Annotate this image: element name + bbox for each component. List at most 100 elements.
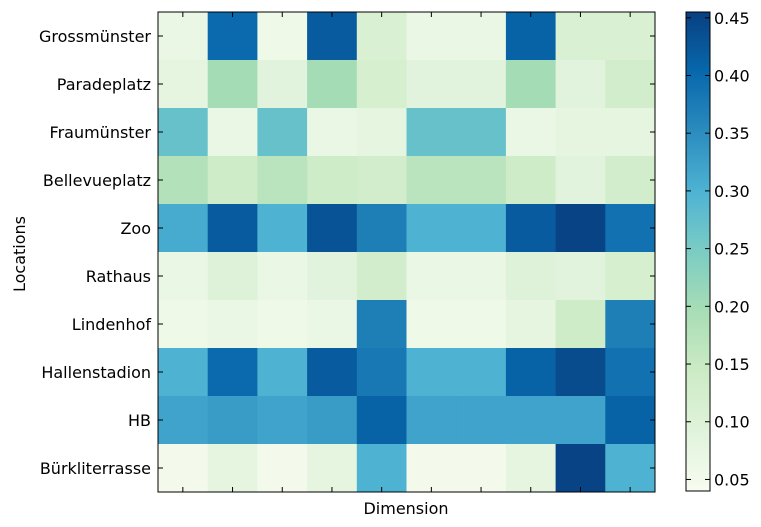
heatmap-cell bbox=[257, 252, 308, 301]
heatmap-cell bbox=[356, 300, 407, 349]
y-axis-tick-labels: Grossmünster Paradeplatz Fraumünster Bellev… bbox=[39, 27, 655, 478]
colorbar-ticks: 0.05 0.10 0.15 0.20 0.25 0.30 0.35 0.40 0.45 bbox=[686, 9, 750, 489]
heatmap-cell bbox=[555, 348, 606, 397]
heatmap-cell bbox=[307, 60, 358, 109]
heatmap-cell bbox=[605, 444, 656, 493]
heatmap-cell bbox=[356, 444, 407, 493]
heatmap-cell bbox=[555, 12, 606, 61]
heatmap-cell bbox=[307, 348, 358, 397]
heatmap-cell bbox=[257, 60, 308, 109]
heatmap-cell bbox=[456, 396, 507, 445]
heatmap-cell bbox=[158, 348, 209, 397]
heatmap-cell bbox=[207, 252, 258, 301]
y-tick-label: Lindenhof bbox=[72, 315, 152, 334]
heatmap-cell bbox=[456, 204, 507, 253]
heatmap-cell bbox=[456, 156, 507, 205]
heatmap-cell bbox=[456, 300, 507, 349]
heatmap-cell bbox=[307, 396, 358, 445]
heatmap-cell bbox=[605, 60, 656, 109]
heatmap-cell bbox=[406, 252, 457, 301]
colorbar-tick-label: 0.45 bbox=[714, 9, 750, 28]
y-tick-label: Rathaus bbox=[86, 267, 151, 286]
y-tick-label: Grossmünster bbox=[39, 27, 151, 46]
heatmap-cell bbox=[307, 156, 358, 205]
heatmap-cell bbox=[505, 204, 557, 253]
y-axis-label: Locations bbox=[10, 216, 29, 292]
y-tick-label: Bellevueplatz bbox=[43, 171, 151, 190]
heatmap-cell bbox=[257, 444, 308, 493]
heatmap-cell bbox=[406, 204, 457, 253]
heatmap-cell bbox=[605, 252, 656, 301]
heatmap-cell bbox=[406, 156, 457, 205]
heatmap-cell bbox=[605, 108, 656, 157]
heatmap-cell bbox=[158, 252, 209, 301]
heatmap-cell bbox=[605, 396, 656, 445]
x-axis-ticks bbox=[182, 12, 631, 492]
heatmap-cell bbox=[307, 444, 358, 493]
heatmap-cell bbox=[555, 60, 606, 109]
heatmap-cell bbox=[158, 108, 209, 157]
colorbar-tick-label: 0.15 bbox=[714, 355, 750, 374]
heatmap-cell bbox=[406, 300, 457, 349]
y-tick-label: Bürkliterrasse bbox=[40, 459, 151, 478]
x-axis-label: Dimension bbox=[363, 499, 448, 518]
heatmap-cell bbox=[456, 444, 507, 493]
heatmap-cell bbox=[307, 300, 358, 349]
heatmap-cell bbox=[207, 108, 258, 157]
heatmap-cell bbox=[307, 12, 358, 61]
heatmap-cell bbox=[257, 204, 308, 253]
heatmap-cell bbox=[158, 12, 209, 61]
heatmap-cell bbox=[605, 156, 656, 205]
heatmap-cell bbox=[307, 252, 358, 301]
heatmap-cell bbox=[555, 108, 606, 157]
heatmap-cell bbox=[257, 12, 308, 61]
heatmap-cell bbox=[207, 12, 258, 61]
colorbar-tick-label: 0.05 bbox=[714, 470, 750, 489]
heatmap-cell bbox=[307, 204, 358, 253]
heatmap-cell bbox=[158, 300, 209, 349]
heatmap-cell bbox=[605, 300, 656, 349]
heatmap-cell bbox=[406, 60, 457, 109]
heatmap-cell bbox=[356, 108, 407, 157]
heatmap-cell bbox=[505, 60, 557, 109]
heatmap-cell bbox=[505, 12, 557, 61]
heatmap-cell bbox=[555, 156, 606, 205]
heatmap-cell bbox=[406, 12, 457, 61]
heatmap-cell bbox=[605, 204, 656, 253]
heatmap-cell bbox=[356, 204, 407, 253]
heatmap-cell bbox=[605, 12, 656, 61]
heatmap-cell bbox=[356, 252, 407, 301]
heatmap-cell bbox=[356, 156, 407, 205]
colorbar-tick-label: 0.30 bbox=[714, 182, 750, 201]
heatmap-cell bbox=[207, 204, 258, 253]
heatmap-cell bbox=[356, 60, 407, 109]
heatmap-cell bbox=[555, 204, 606, 253]
heatmap-cell bbox=[406, 396, 457, 445]
heatmap-cell bbox=[257, 108, 308, 157]
y-tick-label: Hallenstadion bbox=[41, 363, 151, 382]
colorbar-tick-label: 0.10 bbox=[714, 413, 750, 432]
heatmap-cell bbox=[207, 156, 258, 205]
heatmap-cell bbox=[555, 252, 606, 301]
heatmap-cell bbox=[505, 300, 557, 349]
heatmap-cell bbox=[356, 396, 407, 445]
heatmap-cell bbox=[158, 444, 209, 493]
heatmap-cell bbox=[257, 156, 308, 205]
heatmap-cell bbox=[505, 396, 557, 445]
heatmap-cell bbox=[505, 252, 557, 301]
heatmap-cell bbox=[555, 300, 606, 349]
heatmap-cell bbox=[158, 156, 209, 205]
heatmap-cell bbox=[456, 60, 507, 109]
heatmap-cell bbox=[456, 12, 507, 61]
colorbar-tick-label: 0.25 bbox=[714, 240, 750, 259]
heatmap-cell bbox=[207, 444, 258, 493]
heatmap-cell bbox=[257, 300, 308, 349]
y-tick-label: Zoo bbox=[120, 219, 151, 238]
heatmap-cell bbox=[307, 108, 358, 157]
colorbar-tick-label: 0.35 bbox=[714, 124, 750, 143]
heatmap-cell bbox=[406, 444, 457, 493]
heatmap-cell bbox=[158, 60, 209, 109]
heatmap-cell bbox=[356, 348, 407, 397]
heatmap-cell bbox=[456, 252, 507, 301]
heatmap-cell bbox=[555, 396, 606, 445]
